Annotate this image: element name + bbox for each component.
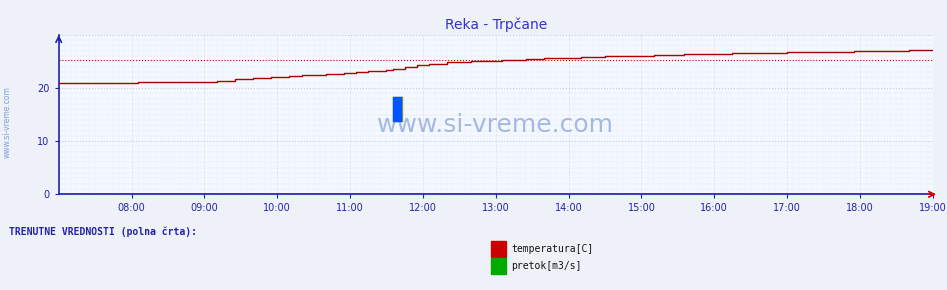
Text: ▐: ▐ (383, 97, 402, 122)
Text: pretok[m3/s]: pretok[m3/s] (511, 261, 581, 271)
Text: ▌: ▌ (392, 97, 411, 122)
Text: www.si-vreme.com: www.si-vreme.com (3, 86, 12, 158)
Text: www.si-vreme.com: www.si-vreme.com (377, 113, 615, 137)
Title: Reka - Trpčane: Reka - Trpčane (445, 18, 546, 32)
Text: temperatura[C]: temperatura[C] (511, 244, 594, 253)
Text: TRENUTNE VREDNOSTI (polna črta):: TRENUTNE VREDNOSTI (polna črta): (9, 226, 198, 237)
